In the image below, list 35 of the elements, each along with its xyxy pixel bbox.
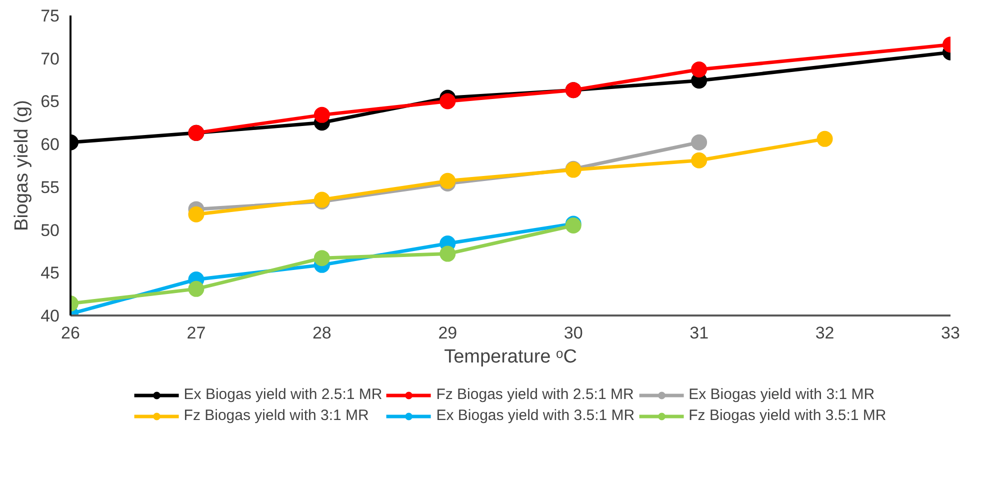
y-tick-label: 60 — [40, 135, 60, 154]
x-tick-label: 27 — [186, 324, 206, 342]
y-tick-label: 40 — [40, 306, 60, 326]
legend-label: Fz Biogas yield with 3.5:1 MR — [688, 407, 886, 424]
x-tick-label: 26 — [61, 324, 80, 342]
y-tick-label: 45 — [40, 264, 60, 283]
legend-label: Ex Biogas yield with 2.5:1 MR — [184, 386, 382, 403]
point — [691, 152, 708, 168]
point — [691, 134, 708, 150]
x-tick-label: 28 — [312, 324, 332, 342]
point — [188, 206, 204, 222]
point — [440, 93, 456, 110]
legend-label: Ex Biogas yield with 3:1 MR — [688, 386, 875, 403]
y-axis-title: Biogas yield (g) — [12, 100, 33, 231]
x-axis-title: Temperature ᵒC — [444, 346, 577, 368]
x-tick-label: 33 — [941, 324, 960, 342]
point — [440, 172, 456, 189]
x-tick-label: 30 — [564, 324, 583, 342]
y-tick-label: 50 — [40, 220, 60, 240]
point — [188, 280, 204, 297]
y-tick-label: 65 — [40, 92, 60, 112]
x-tick-label: 32 — [815, 324, 834, 342]
point — [691, 62, 708, 78]
x-tick-label: 29 — [438, 324, 458, 342]
y-tick-label: 70 — [40, 49, 60, 68]
legend-label: Fz Biogas yield with 3:1 MR — [184, 407, 369, 424]
y-tick-label: 75 — [40, 6, 60, 26]
point — [314, 250, 330, 266]
legend-label: Ex Biogas yield with 3.5:1 MR — [436, 407, 635, 424]
point — [440, 246, 456, 262]
point — [314, 106, 330, 123]
legend-label: Fz Biogas yield with 2.5:1 MR — [436, 386, 634, 403]
x-tick-label: 31 — [690, 324, 709, 342]
point — [816, 130, 833, 147]
y-tick-label: 55 — [40, 178, 60, 197]
